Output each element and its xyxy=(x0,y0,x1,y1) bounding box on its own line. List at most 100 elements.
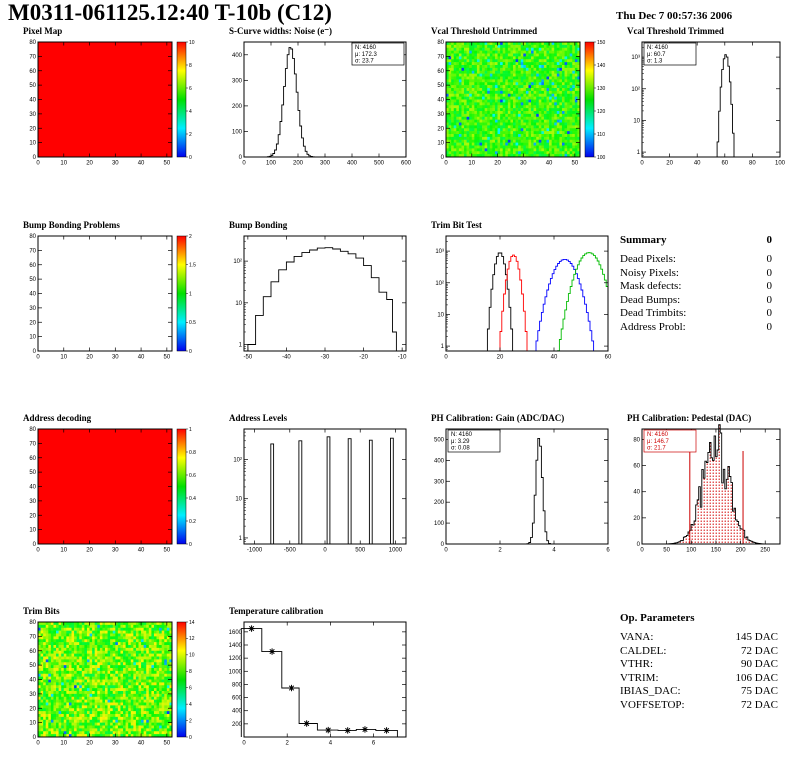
svg-text:60: 60 xyxy=(437,69,444,75)
svg-text:20: 20 xyxy=(666,161,673,167)
chart-title: Vcal Threshold Untrimmed xyxy=(431,26,538,36)
svg-text:4: 4 xyxy=(189,702,192,708)
svg-text:400: 400 xyxy=(347,161,358,167)
panel-bump-bonding: Bump Bonding -50 -40 -30 -20 -10 1 10 10² xyxy=(218,220,414,365)
svg-text:40: 40 xyxy=(29,98,36,104)
svg-text:N: 4160: N: 4160 xyxy=(647,45,669,51)
panel-ph-gain: PH Calibration: Gain (ADC/DAC) 0 2 4 6 0 100 2… xyxy=(420,413,616,558)
svg-text:0: 0 xyxy=(323,548,327,554)
svg-text:120: 120 xyxy=(597,109,606,115)
vcal-trimmed-plot: 0 20 40 60 80 100 1 10 10² 10³ N: 4160 μ: 60.7 σ: 1.… xyxy=(616,37,788,171)
svg-text:0.5: 0.5 xyxy=(189,320,196,326)
svg-text:-30: -30 xyxy=(321,355,330,361)
svg-text:1600: 1600 xyxy=(229,630,243,636)
svg-text:50: 50 xyxy=(663,548,670,554)
svg-text:σ: 1.3: σ: 1.3 xyxy=(647,59,663,65)
svg-text:0: 0 xyxy=(189,155,192,161)
svg-text:0: 0 xyxy=(33,349,37,355)
svg-text:0: 0 xyxy=(640,161,644,167)
svg-text:80: 80 xyxy=(29,427,36,433)
svg-text:-50: -50 xyxy=(244,355,253,361)
param-row: Address Probl: 0 xyxy=(620,320,772,333)
svg-text:10: 10 xyxy=(60,741,67,747)
chart-title: S-Curve widths: Noise (e⁻) xyxy=(229,26,332,36)
svg-text:10: 10 xyxy=(60,355,67,361)
panel-temperature-calibration: Temperature calibration 0 2 4 6 200 400 600 800… xyxy=(218,606,414,751)
svg-text:40: 40 xyxy=(633,490,640,496)
svg-text:μ: 172.3: μ: 172.3 xyxy=(355,52,377,58)
summary-value: 0 xyxy=(766,234,773,246)
svg-text:0: 0 xyxy=(239,155,243,161)
param-row: Dead Trimbits: 0 xyxy=(620,307,772,319)
svg-text:1: 1 xyxy=(637,150,641,156)
svg-text:20: 20 xyxy=(86,161,93,167)
svg-text:100: 100 xyxy=(434,521,445,527)
svg-text:2: 2 xyxy=(189,718,192,724)
svg-text:30: 30 xyxy=(29,692,36,698)
svg-text:500: 500 xyxy=(355,548,366,554)
svg-text:20: 20 xyxy=(29,320,36,326)
svg-text:N: 4160: N: 4160 xyxy=(355,45,377,51)
svg-text:10: 10 xyxy=(189,653,195,659)
svg-text:70: 70 xyxy=(29,634,36,640)
summary-title: Summary xyxy=(620,234,667,246)
svg-text:400: 400 xyxy=(232,709,243,715)
svg-text:20: 20 xyxy=(633,516,640,522)
svg-text:10: 10 xyxy=(29,335,36,341)
svg-text:0: 0 xyxy=(189,542,192,548)
svg-text:20: 20 xyxy=(494,161,501,167)
param-row: Dead Pixels: 0 xyxy=(620,253,772,265)
svg-text:30: 30 xyxy=(29,306,36,312)
svg-text:0: 0 xyxy=(444,355,448,361)
svg-text:30: 30 xyxy=(520,161,527,167)
svg-text:1200: 1200 xyxy=(229,656,243,662)
svg-text:0.8: 0.8 xyxy=(189,450,196,456)
trim-bits-plot: 0 10 20 30 40 50 0 10 20 30 40 50 60 70 80 0 2 4 6 8 10 12 14 xyxy=(12,617,208,751)
summary-panel: Summary 0 Dead Pixels: 0 Noisy Pixels: 0 Mas… xyxy=(620,234,772,334)
page-title: M0311-061125.12:40 T-10b (C12) xyxy=(8,0,332,25)
summary-rows: Dead Pixels: 0 Noisy Pixels: 0 Mask defects:… xyxy=(620,253,772,334)
svg-text:8: 8 xyxy=(189,669,192,675)
svg-text:10³: 10³ xyxy=(435,249,444,255)
svg-text:-40: -40 xyxy=(282,355,291,361)
svg-text:70: 70 xyxy=(437,54,444,60)
svg-text:0.2: 0.2 xyxy=(189,519,196,525)
svg-text:0: 0 xyxy=(640,548,644,554)
svg-text:8: 8 xyxy=(189,63,192,69)
svg-text:50: 50 xyxy=(572,161,579,167)
svg-text:0: 0 xyxy=(444,548,448,554)
svg-text:0: 0 xyxy=(441,155,445,161)
panel-bump-problems: Bump Bonding Problems 0 10 20 30 40 50 0 10 20 30… xyxy=(12,220,208,365)
pixel-map-plot: 0 10 20 30 40 50 0 10 20 30 40 50 60 70 80 0 2 4 6 8 10 xyxy=(12,37,208,171)
svg-text:300: 300 xyxy=(232,78,243,84)
svg-text:0: 0 xyxy=(33,542,37,548)
svg-text:10: 10 xyxy=(235,301,242,307)
svg-text:12: 12 xyxy=(189,636,195,642)
svg-text:80: 80 xyxy=(749,161,756,167)
param-row: Mask defects: 0 xyxy=(620,280,772,292)
svg-text:20: 20 xyxy=(86,355,93,361)
svg-text:40: 40 xyxy=(29,292,36,298)
svg-text:1000: 1000 xyxy=(389,548,403,554)
svg-text:140: 140 xyxy=(597,63,606,69)
svg-text:σ: 0.08: σ: 0.08 xyxy=(451,446,470,452)
svg-text:300: 300 xyxy=(434,479,445,485)
svg-text:1: 1 xyxy=(189,291,192,297)
scurve-noise-plot: 0 100 200 300 400 500 600 0 100 200 300 400 N: 4160 μ… xyxy=(218,37,414,171)
svg-text:600: 600 xyxy=(232,696,243,702)
vcal-untrimmed-plot: 0 10 20 30 40 50 0 10 20 30 40 50 60 70 80 100 110 120 130… xyxy=(420,37,616,171)
svg-text:0.6: 0.6 xyxy=(189,473,196,479)
svg-text:σ: 23.7: σ: 23.7 xyxy=(355,59,374,65)
svg-text:μ: 60.7: μ: 60.7 xyxy=(647,52,666,58)
svg-text:N: 4160: N: 4160 xyxy=(451,432,473,438)
svg-text:80: 80 xyxy=(29,40,36,46)
svg-text:20: 20 xyxy=(86,548,93,554)
chart-title: PH Calibration: Pedestal (DAC) xyxy=(627,413,752,423)
param-row: IBIAS_DAC: 75 DAC xyxy=(620,685,778,697)
svg-text:60: 60 xyxy=(29,263,36,269)
svg-text:-1000: -1000 xyxy=(247,548,263,554)
svg-text:0: 0 xyxy=(36,548,40,554)
svg-text:10: 10 xyxy=(189,40,195,46)
bump-bonding-plot: -50 -40 -30 -20 -10 1 10 10² xyxy=(218,231,414,365)
param-row: VANA: 145 DAC xyxy=(620,631,778,643)
